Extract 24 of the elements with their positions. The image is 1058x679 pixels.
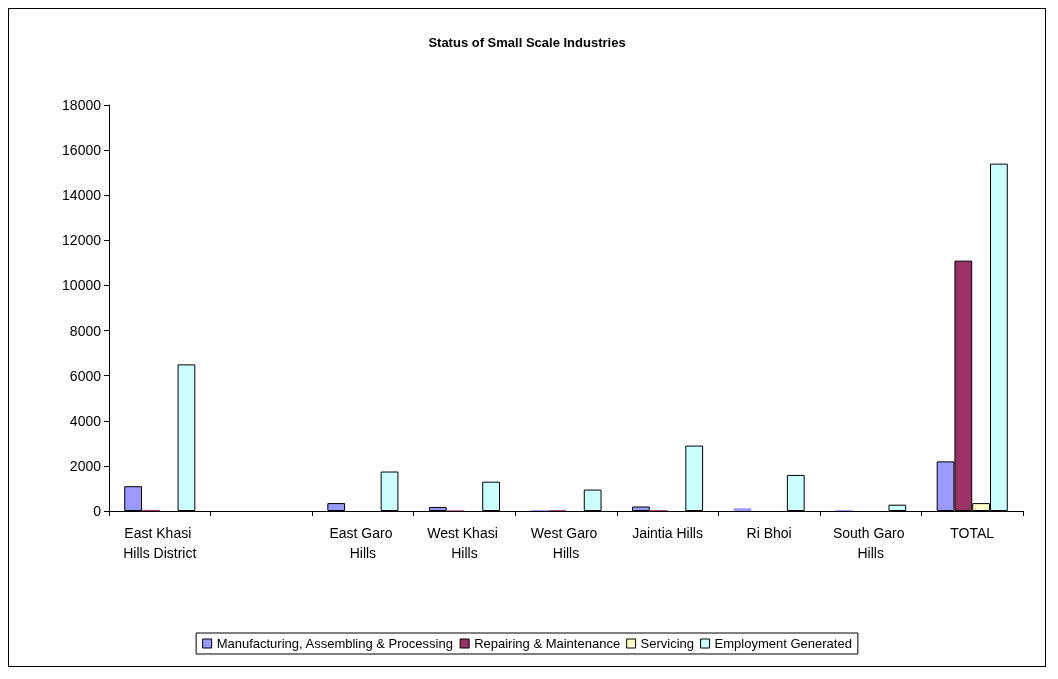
y-tick-label: 16000: [62, 142, 102, 159]
y-tick-label: 0: [93, 503, 102, 519]
x-tick-label: Jaintia Hills: [632, 525, 703, 541]
y-tick-label: 10000: [62, 277, 102, 294]
x-tick-label: South Garo Hills: [832, 525, 909, 561]
legend-label: Employment Generated: [714, 636, 852, 651]
bar: [733, 508, 752, 511]
y-tick-label: 8000: [69, 322, 102, 339]
y-tick-label: 4000: [69, 412, 102, 429]
x-tick-label: West Khasi Hills: [427, 525, 502, 561]
x-tick-label: West Garo Hills: [530, 525, 602, 561]
chart-title: Status of Small Scale Industries: [428, 35, 626, 50]
y-tick-label: 2000: [69, 457, 102, 474]
y-tick-label: 12000: [62, 232, 102, 249]
y-tick-label: 14000: [62, 187, 102, 204]
x-tick-label: TOTAL: [950, 525, 995, 541]
legend-label: Servicing: [640, 636, 695, 651]
y-tick-label: 6000: [69, 367, 102, 384]
legend-label: Repairing & Maintenance: [474, 636, 621, 651]
x-tick-label: East Khasi Hills District: [123, 525, 197, 561]
y-tick-label: 18000: [62, 97, 102, 113]
x-tick-label: Ri Bhoi: [746, 525, 792, 541]
x-tick-label: East Garo Hills: [329, 525, 397, 561]
legend-label: Manufacturing, Assembling & Processing: [216, 636, 453, 651]
